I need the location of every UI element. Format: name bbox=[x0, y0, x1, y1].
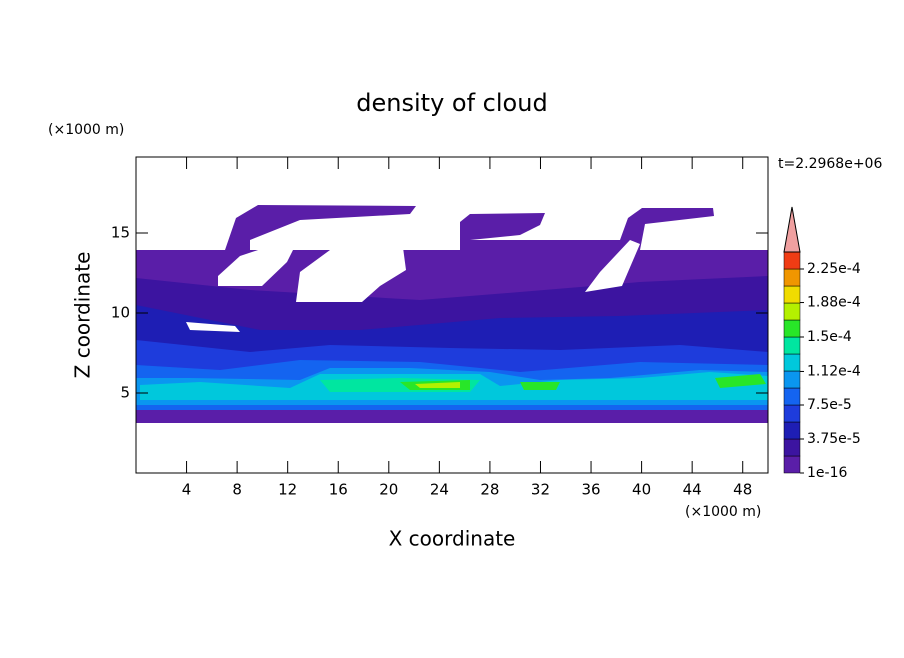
clear-region bbox=[218, 236, 300, 286]
colorbar-tick-label: 1.5e-4 bbox=[807, 329, 852, 345]
colorbar-band bbox=[783, 285, 801, 304]
x-tick-label: 8 bbox=[232, 481, 242, 499]
colorbar-tick-label: 1.88e-4 bbox=[807, 295, 861, 311]
x-tick-label: 12 bbox=[278, 481, 297, 499]
colorbar: 1e-16 3.75e-5 7.5e-5 1.12e-4 1.5e-4 1.88e-4 2.… bbox=[783, 206, 861, 481]
clear-region bbox=[296, 240, 406, 302]
x-tick-label: 32 bbox=[531, 481, 550, 499]
x-tick-label: 40 bbox=[632, 481, 651, 499]
clear-region bbox=[585, 240, 640, 292]
x-tick-label: 24 bbox=[430, 481, 449, 499]
colorbar-band bbox=[783, 404, 801, 423]
contour-region bbox=[520, 382, 560, 390]
x-tick-label: 20 bbox=[379, 481, 398, 499]
contour-region bbox=[415, 382, 460, 388]
y-axis-label: Z coordinate bbox=[71, 252, 95, 379]
colorbar-band bbox=[783, 336, 801, 355]
y-tick-label: 5 bbox=[120, 384, 130, 402]
colorbar-band bbox=[783, 455, 801, 474]
y-tick-label: 15 bbox=[111, 224, 130, 242]
colorbar-band bbox=[783, 319, 801, 338]
time-annotation: t=2.2968e+06 bbox=[778, 156, 882, 172]
x-tick-label: 36 bbox=[581, 481, 600, 499]
y-tick-label: 10 bbox=[111, 304, 130, 322]
colorbar-band bbox=[783, 421, 801, 440]
colorbar-band bbox=[783, 268, 801, 287]
contour-field bbox=[136, 205, 768, 423]
colorbar-band bbox=[783, 302, 801, 321]
colorbar-band bbox=[783, 438, 801, 457]
chart-title: density of cloud bbox=[356, 89, 547, 117]
x-tick-label: 44 bbox=[683, 481, 702, 499]
x-unit: (×1000 m) bbox=[685, 504, 761, 520]
y-unit: (×1000 m) bbox=[48, 122, 124, 138]
colorbar-band bbox=[783, 387, 801, 406]
x-axis-label: X coordinate bbox=[389, 527, 516, 551]
colorbar-tick-label: 1e-16 bbox=[807, 465, 847, 481]
colorbar-band bbox=[783, 251, 801, 270]
contour-region bbox=[715, 374, 766, 388]
x-tick-label: 16 bbox=[329, 481, 348, 499]
colorbar-extend bbox=[783, 206, 801, 253]
x-tick-label: 4 bbox=[182, 481, 192, 499]
plot-frame bbox=[135, 156, 769, 474]
colorbar-tick-label: 3.75e-5 bbox=[807, 431, 861, 447]
colorbar-band bbox=[783, 370, 801, 389]
contour-region bbox=[136, 410, 768, 423]
clear-region bbox=[186, 322, 240, 332]
colorbar-tick-label: 7.5e-5 bbox=[807, 397, 852, 413]
colorbar-tick-label: 2.25e-4 bbox=[807, 261, 861, 277]
colorbar-tick-label: 1.12e-4 bbox=[807, 363, 861, 379]
x-tick-label: 48 bbox=[733, 481, 752, 499]
colorbar-band bbox=[783, 353, 801, 372]
x-tick-label: 28 bbox=[480, 481, 499, 499]
